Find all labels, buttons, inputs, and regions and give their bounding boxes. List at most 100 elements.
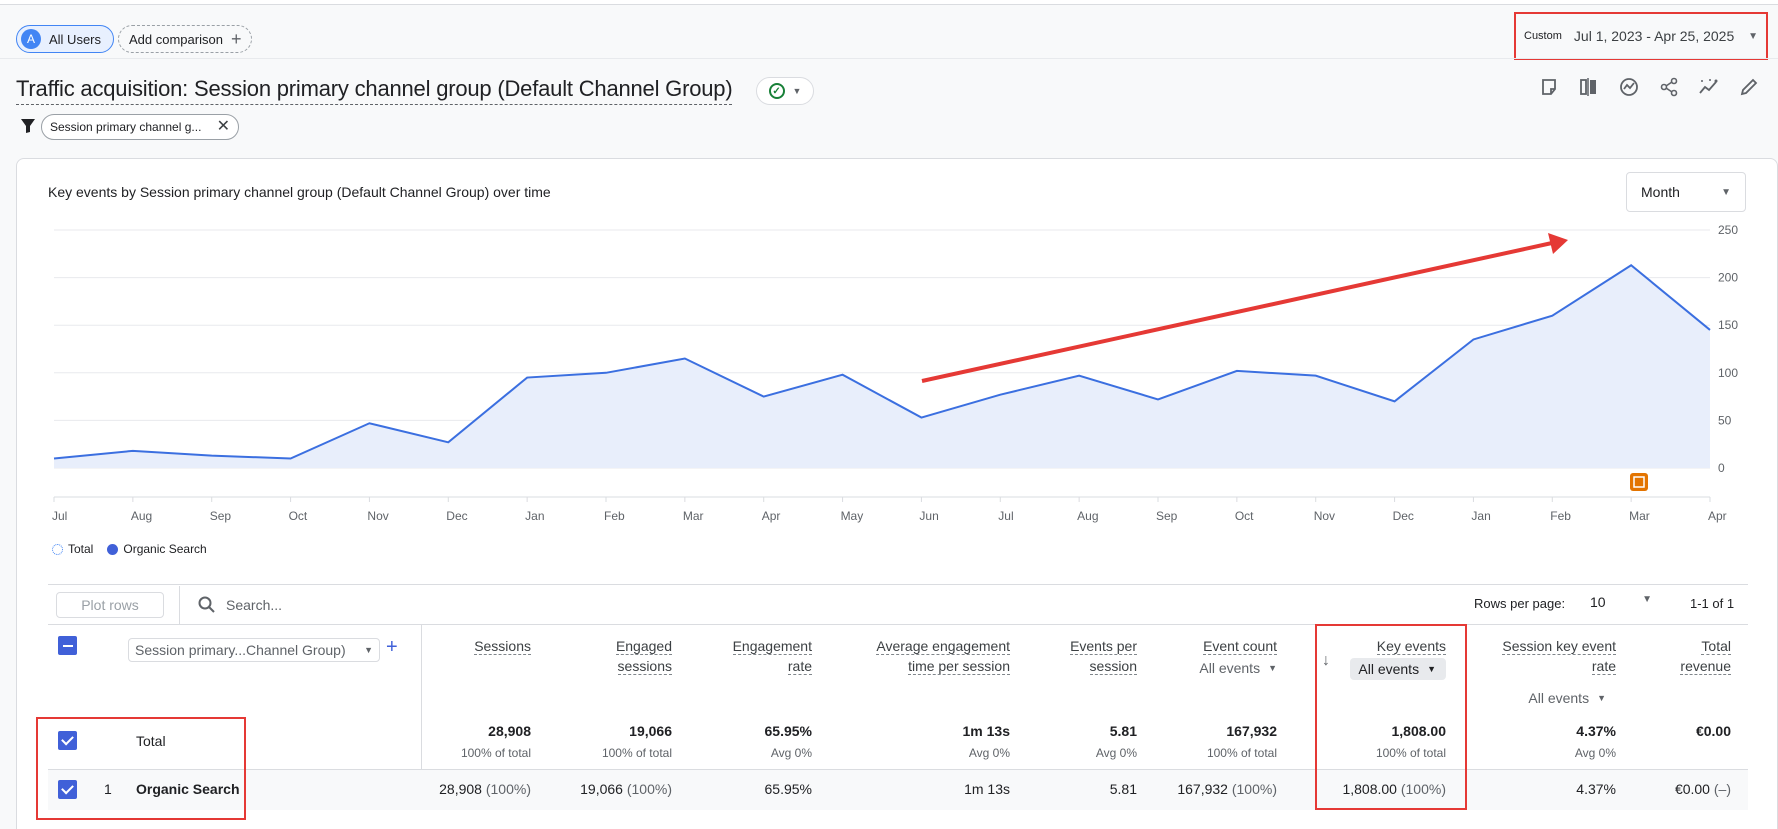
close-icon[interactable]: ✕ <box>216 118 230 135</box>
total-subtext: 100% of total <box>601 746 672 760</box>
note-icon[interactable] <box>1538 76 1560 98</box>
event-filter-dropdown[interactable]: All events ▼ <box>1350 658 1446 680</box>
page-title[interactable]: Traffic acquisition: Session primary cha… <box>16 76 733 105</box>
granularity-select[interactable]: Month ▼ <box>1626 172 1746 212</box>
compare-icon[interactable] <box>1578 76 1600 98</box>
chevron-down-icon: ▼ <box>364 645 373 655</box>
segment-label: All Users <box>49 31 102 47</box>
segment-avatar: A <box>21 29 41 49</box>
x-tick-label: May <box>841 509 864 523</box>
column-header[interactable]: Session key event rate All events ▼ <box>1502 636 1616 708</box>
granularity-value: Month <box>1641 184 1680 200</box>
column-header-title: Key events <box>1376 638 1446 655</box>
legend-item-total[interactable]: Total <box>52 542 93 556</box>
table-cell: 5.81 <box>1110 781 1137 797</box>
cell-value: 65.95% <box>764 781 812 797</box>
chart-legend: Total Organic Search <box>52 542 207 556</box>
x-tick-label: Feb <box>1550 509 1571 523</box>
insights-icon[interactable] <box>1618 76 1640 98</box>
total-value: €0.00 <box>1695 723 1731 739</box>
row-checkbox[interactable] <box>58 780 77 799</box>
table-search-input[interactable] <box>226 593 526 617</box>
rows-per-page-label: Rows per page: <box>1474 596 1566 611</box>
search-icon <box>198 596 216 614</box>
report-status-dropdown[interactable]: ✓ ▼ <box>756 77 814 105</box>
cell-value: 1m 13s <box>964 781 1010 797</box>
chart-title: Key events by Session primary channel gr… <box>48 184 551 200</box>
table-cell: 1,808.00 (100%) <box>1342 781 1446 797</box>
column-header[interactable]: Engaged sessions <box>615 636 672 676</box>
column-header[interactable]: Average engagement time per session <box>876 636 1010 676</box>
legend-label-total: Total <box>68 542 94 556</box>
cell-percent: (100%) <box>1231 781 1277 797</box>
table-cell: €0.00 (–) <box>1675 781 1731 797</box>
column-header[interactable]: Event count All events ▼ <box>1199 636 1277 678</box>
event-filter-dropdown[interactable]: All events ▼ <box>1199 658 1277 678</box>
column-header[interactable]: Sessions <box>474 636 531 656</box>
table-row[interactable] <box>48 769 1748 810</box>
highlight-box-dimension <box>36 717 246 820</box>
total-value: 5.81 <box>1109 723 1137 739</box>
report-toolbar <box>1538 76 1760 98</box>
column-header-title: Events per <box>1070 638 1137 655</box>
y-tick-label: 150 <box>1718 318 1738 332</box>
chevron-down-icon: ▼ <box>792 86 802 96</box>
chevron-down-icon: ▼ <box>1597 693 1606 703</box>
table-cell: 65.95% <box>765 781 812 797</box>
x-tick-label: Feb <box>604 509 625 523</box>
column-header-title: Event count <box>1203 638 1277 655</box>
edit-icon[interactable] <box>1738 76 1760 98</box>
add-dimension-button[interactable]: + <box>386 636 398 658</box>
column-header-title: rate <box>787 658 812 675</box>
table-divider <box>48 584 1748 585</box>
y-tick-label: 200 <box>1718 271 1738 285</box>
chart-card <box>16 158 1778 829</box>
dimension-select[interactable]: Session primary...Channel Group) ▼ <box>128 638 380 662</box>
chevron-down-icon: ▼ <box>1642 594 1652 605</box>
rows-per-page-select[interactable]: 10 ▼ <box>1590 594 1652 610</box>
date-range-type: Custom <box>1524 30 1562 42</box>
trend-arrow <box>921 241 1553 383</box>
x-tick-label: Mar <box>1629 509 1650 523</box>
column-header[interactable]: Engagement rate <box>732 636 812 676</box>
filter-icon <box>20 118 36 134</box>
column-header-title: sessions <box>617 658 672 675</box>
rows-per-page-value: 10 <box>1590 594 1606 610</box>
column-header[interactable]: Total revenue <box>1680 636 1731 676</box>
trend-icon[interactable] <box>1698 76 1720 98</box>
segment-chip-all-users[interactable]: A All Users <box>16 25 115 53</box>
sort-descending-icon[interactable]: ↓ <box>1322 652 1330 669</box>
plus-icon: + <box>230 29 242 49</box>
annotation-icon-glyph <box>1633 476 1645 488</box>
column-header-title: Session key event <box>1502 638 1616 655</box>
total-row-label: Total <box>136 733 166 749</box>
plot-rows-button[interactable]: Plot rows <box>56 592 164 618</box>
column-header-title: session <box>1089 658 1137 675</box>
x-tick-label: Aug <box>131 509 152 523</box>
event-filter-dropdown[interactable]: All events ▼ <box>1528 688 1606 708</box>
event-filter-label: All events <box>1358 661 1420 677</box>
column-header[interactable]: Events per session <box>1070 636 1137 676</box>
date-range-picker[interactable]: Custom Jul 1, 2023 - Apr 25, 2025 ▼ <box>1514 12 1768 60</box>
filter-chip[interactable]: Session primary channel g... ✕ <box>41 114 239 140</box>
column-header-title: Engaged <box>615 638 672 655</box>
chevron-down-icon: ▼ <box>1427 664 1436 674</box>
total-row-checkbox[interactable] <box>58 731 77 750</box>
y-tick-label: 0 <box>1718 461 1725 475</box>
divider <box>179 586 180 624</box>
legend-item-organic-search[interactable]: Organic Search <box>107 542 207 556</box>
total-subtext: Avg 0% <box>1095 746 1137 760</box>
chevron-down-icon: ▼ <box>1268 663 1277 673</box>
x-tick-label: Oct <box>1235 509 1254 523</box>
cell-value: 4.37% <box>1576 781 1616 797</box>
select-all-checkbox[interactable] <box>58 636 77 655</box>
total-value: 1m 13s <box>962 723 1010 739</box>
share-icon[interactable] <box>1658 76 1680 98</box>
table-cell: 19,066 (100%) <box>580 781 672 797</box>
add-comparison-button[interactable]: Add comparison + <box>118 25 253 53</box>
table-cell: 1m 13s <box>964 781 1010 797</box>
cell-value: 167,932 <box>1177 781 1228 797</box>
total-value: 19,066 <box>629 723 672 739</box>
column-header[interactable]: Key events All events ▼ <box>1350 636 1446 680</box>
column-header-title: time per session <box>908 658 1010 675</box>
